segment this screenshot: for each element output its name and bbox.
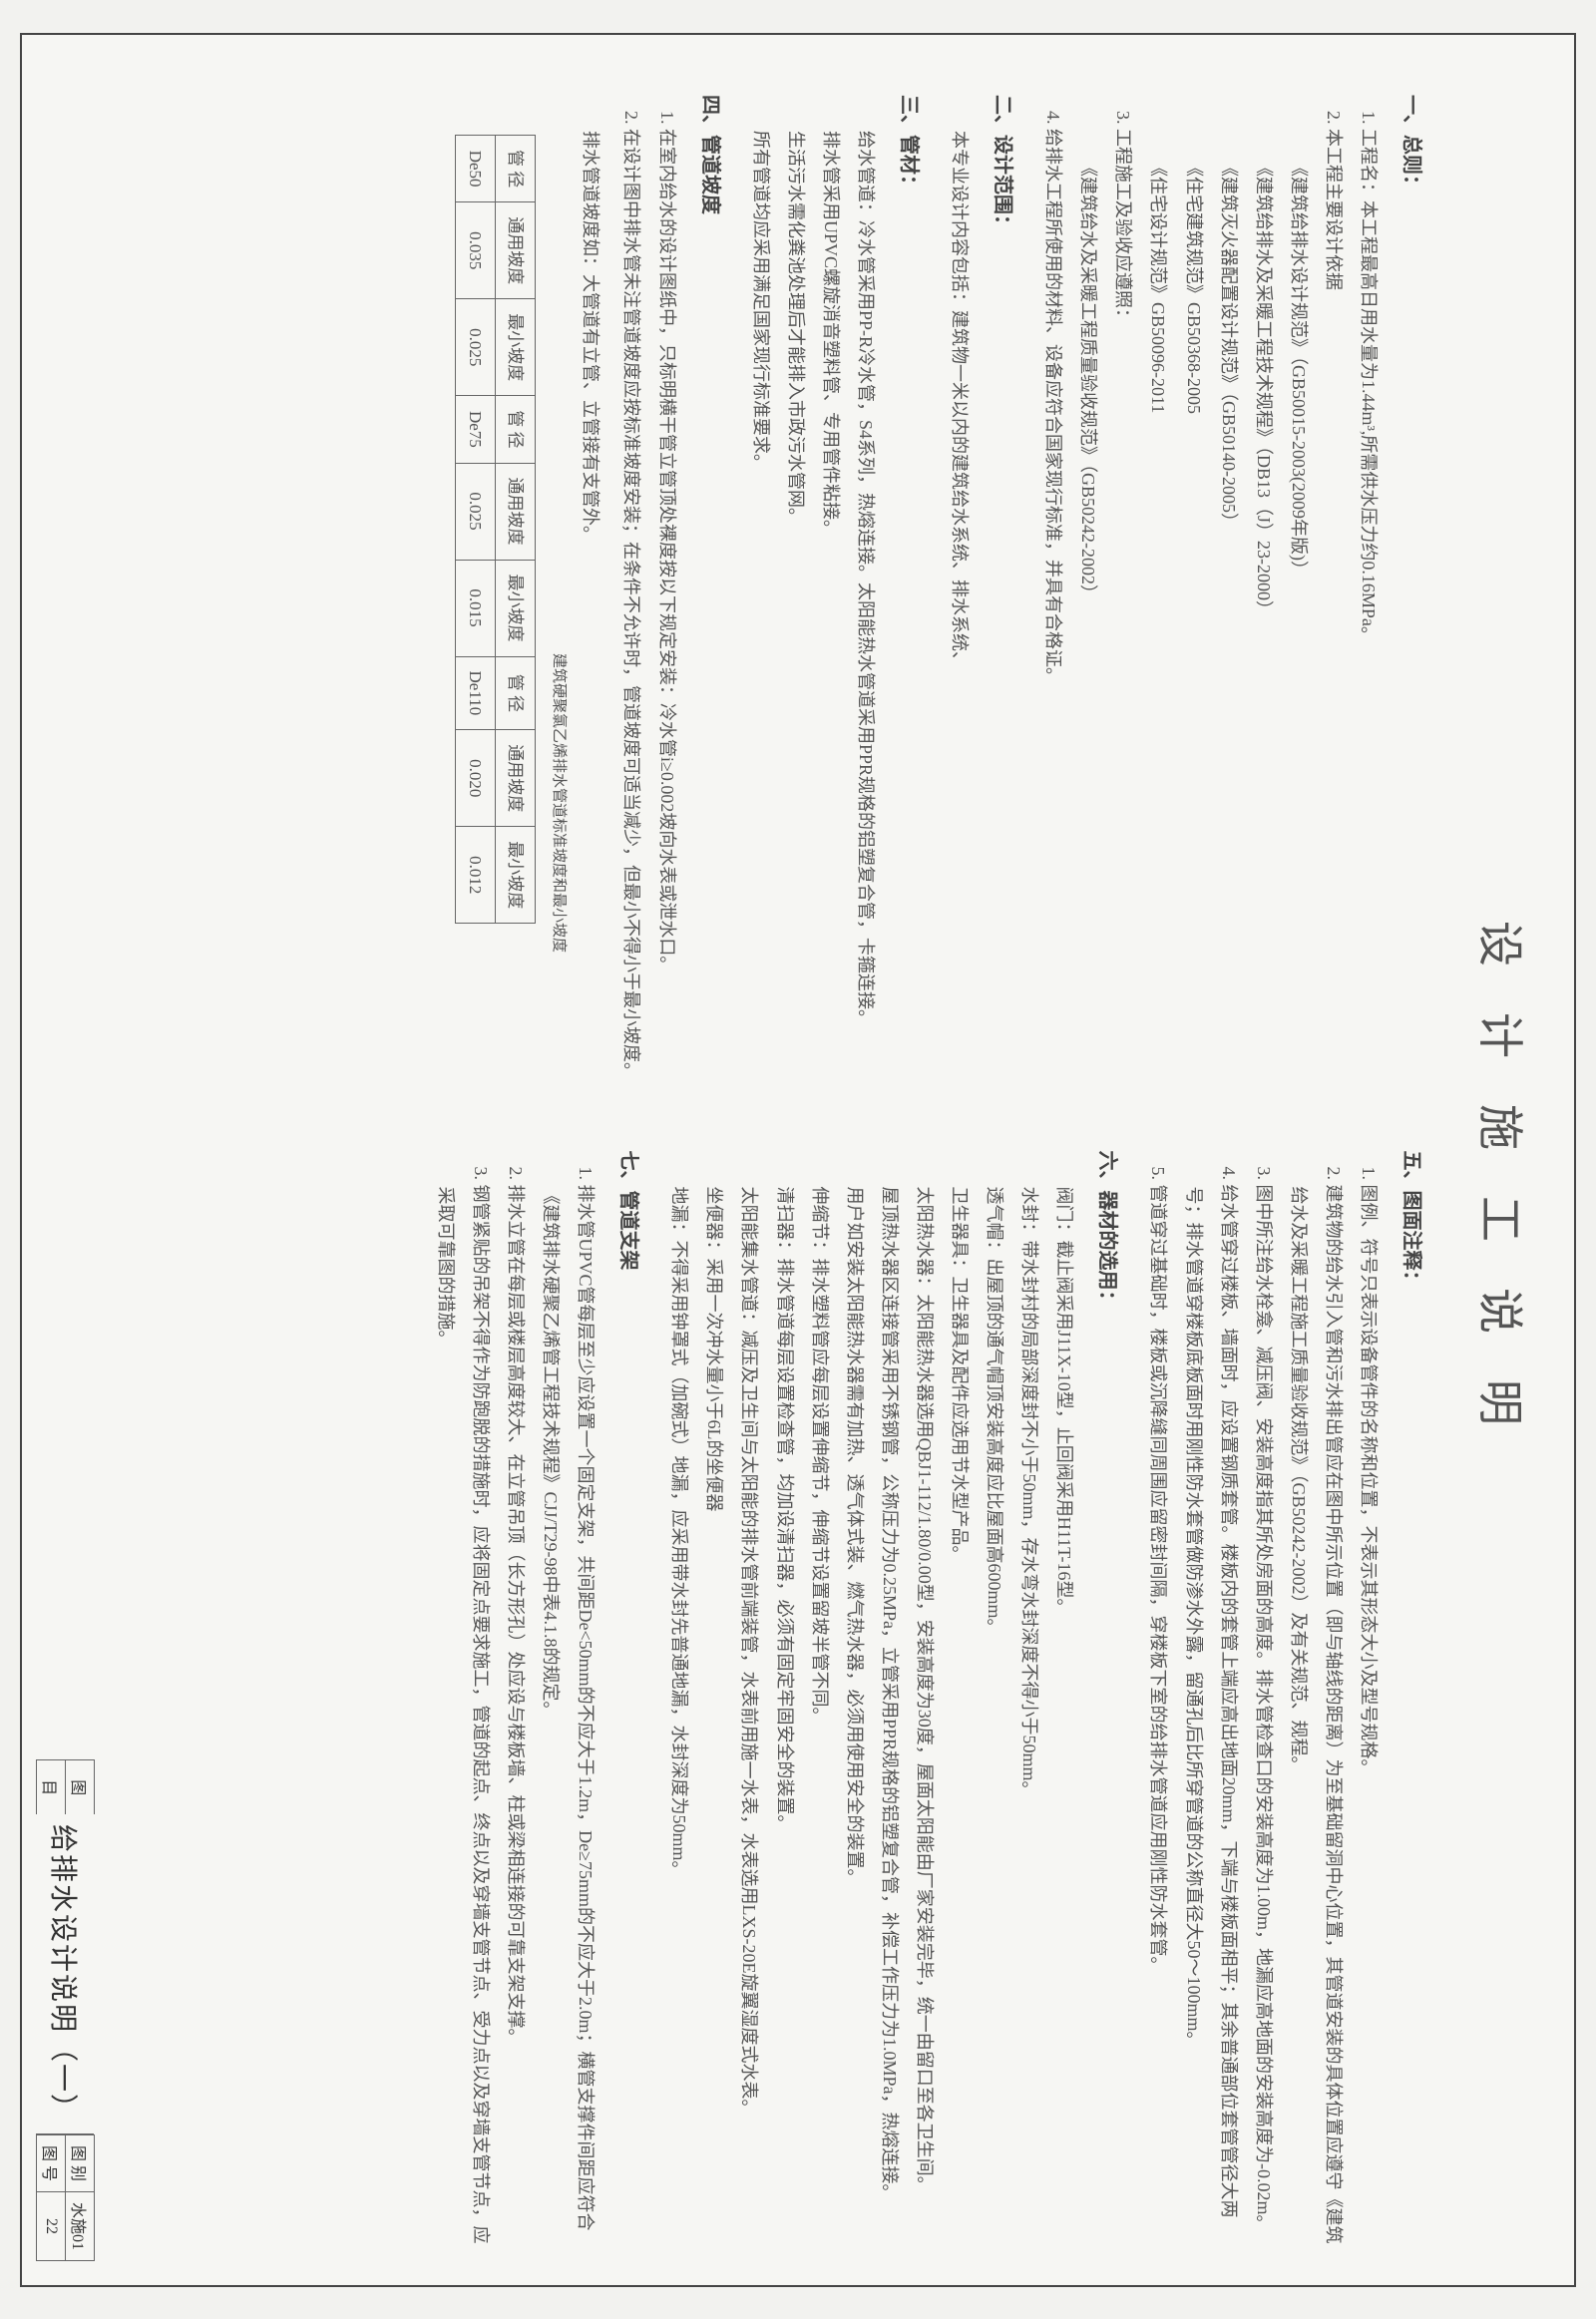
td: 0.020: [455, 729, 495, 826]
section-1-heading: 一、总则：: [1392, 95, 1430, 1090]
th: 管 径: [495, 135, 535, 201]
item-6-12: 地漏：不得采用钟罩式（加碗式）地漏，应采用带水封先普通地漏，水封深度为50mm。: [661, 1150, 696, 2251]
td: De75: [455, 395, 495, 462]
item-1-1: 1. 工程名：本工程最高日用水量为1.44m³,所需供水压力约0.16MPa。: [1351, 95, 1386, 1090]
item-5-4: 4. 给水管穿过楼板、墙面时，应设置钢质套管。楼板内的套管上端应高出地面20mm…: [1175, 1150, 1245, 2251]
item-4-1: 1. 在室内给水的设计图纸中，只标明横干管立管顶处裸度按以下规定安装：冷水管i≥…: [649, 95, 684, 1090]
th: 管 径: [495, 395, 535, 462]
page-title: 设计施工说明: [1470, 95, 1536, 2251]
item-6-10: 太阳能集水管道：减压及卫生间与太阳能的排水管前端装管，水表前用施一水表，水表选用…: [731, 1150, 766, 2251]
table-row: 图 别 水施01: [66, 2134, 95, 2260]
item-6-1: 阀门：截止阀采用J11X-10型，止回阀采用H11T-16型。: [1046, 1150, 1081, 2251]
slope-table: 管 径 通用坡度 最小坡度 管 径 通用坡度 最小坡度 管 径 通用坡度 最小坡…: [455, 135, 536, 924]
th: 最小坡度: [495, 826, 535, 923]
td: 0.035: [455, 201, 495, 298]
column-right: 五、图面注释： 1. 图例、符号只表示设备管件的名称和位置，不表示其形态大小及型…: [118, 1140, 1444, 2251]
td: 0.025: [455, 298, 495, 395]
item-3-4: 所有管道均应采用满足国家现行标准要求。: [743, 95, 778, 1090]
content-columns: 一、总则： 1. 工程名：本工程最高日用水量为1.44m³,所需供水压力约0.1…: [118, 95, 1444, 2251]
ref-1: 《建筑给排水设计规范》（GB50015-2003(2009年版)）: [1281, 95, 1316, 1090]
item-6-11: 坐便器：采用一次冲水量小于6L的坐便器: [696, 1150, 731, 2251]
item-5-2: 2. 建筑物的给水引入管和污水排出管应在图中所示位置（即与轴线的距离）为至基础留…: [1281, 1150, 1351, 2251]
title-block-left: 图 给排水设计说明（一） 目: [36, 1759, 95, 2134]
td: 0.025: [455, 463, 495, 560]
label-tuhao: 图 号: [37, 2134, 66, 2191]
label-tubie: 图 别: [66, 2134, 95, 2191]
item-6-2: 水封：带水封村的局部深度封不小于50mm，存水弯水封深度不得小于50mm。: [1011, 1150, 1046, 2251]
item-3-1: 给水管道：冷水管采用PP-R冷水管，S4系列，热熔连接。太阳能热水管道采用PPR…: [848, 95, 883, 1090]
table-row: 管 径 通用坡度 最小坡度 管 径 通用坡度 最小坡度 管 径 通用坡度 最小坡…: [495, 135, 535, 923]
ref-3: 《建筑灭火器配置设计规范》（GB50140-2005）: [1211, 95, 1246, 1090]
item-1-2: 2. 本工程主要设计依据: [1316, 95, 1351, 1090]
item-6-3: 透气帽：出屋顶的通气帽顶安装高度应比屋面高600mm。: [977, 1150, 1011, 2251]
th: 管 径: [495, 656, 535, 730]
section-3-heading: 三、管材：: [889, 95, 928, 1090]
item-6-5: 太阳热水器：太阳能热水器选用QBJ1-112/1.80/0.00型，安装高度为3…: [907, 1150, 942, 2251]
doc-title: 给排水设计说明（一）: [37, 1813, 95, 2133]
column-left: 一、总则： 1. 工程名：本工程最高日用水量为1.44m³,所需供水压力约0.1…: [118, 95, 1444, 1100]
item-6-4: 卫生器具：卫生器具及配件应选用节水型产品。: [942, 1150, 977, 2251]
item-6-7: 用户如安装太阳能热水器需有加热、透气体式装、燃气热水器，必须用使用安全的装置。: [837, 1150, 872, 2251]
slope-table-note: 建筑硬聚氯乙烯排水管道标准坡度和最小坡度: [544, 95, 573, 1090]
table-row: De50 0.035 0.025 De75 0.025 0.015 De110 …: [455, 135, 495, 923]
item-2-1: 本专业设计内容包括：建筑物一米以内的建筑给水系统、排水系统、: [942, 95, 977, 1090]
td: 0.012: [455, 826, 495, 923]
item-6-8: 伸缩节：排水塑料管应每层设置伸缩节，伸缩节设置留坡半管不同。: [802, 1150, 837, 2251]
item-6-9: 清扫器：排水管道每层设置检查管，均加设清扫器，必须有固定牢固安全的装置。: [767, 1150, 802, 2251]
item-7-2: 2. 排水立管在每层或楼层高度较大、在立管吊顶（长方形孔）处应设与楼板墙、柱或梁…: [498, 1150, 533, 2251]
item-3-2: 排水管采用UPVC螺旋消音塑料管、专用管件粘接。: [813, 95, 848, 1090]
td: De110: [455, 656, 495, 730]
title-block-right: 图 别 水施01 图 号 22: [36, 2133, 95, 2260]
title-block: 图 给排水设计说明（一） 目 图 别 水施01 图 号 22: [36, 1759, 95, 2261]
td: 0.015: [455, 560, 495, 656]
item-1-3a: 《建筑给水及采暖工程质量验收规范》（GB50242-2002）: [1070, 95, 1105, 1090]
label-mu: 目: [37, 1759, 66, 1813]
th: 最小坡度: [495, 560, 535, 656]
label-tu: 图: [66, 1759, 95, 1813]
item-1-3: 3. 工程施工及验收应遵照：: [1105, 95, 1140, 1090]
th: 通用坡度: [495, 729, 535, 826]
section-4-heading: 四、管道坡度: [690, 95, 729, 1090]
item-4-2: 2. 在设计图中排水管未注管道坡度应按标准坡度安装；在条件不允许时，管道坡度可适…: [613, 95, 648, 1090]
section-5-heading: 五、图面注释：: [1392, 1150, 1430, 2251]
table-row: 图 号 22: [37, 2134, 66, 2260]
slope-table-caption: 排水管道坡度如：大管道有立管、立管接有支管外。: [573, 95, 607, 1090]
section-6-heading: 六、器材的选用：: [1087, 1150, 1126, 2251]
item-3-3: 生活污水需化粪池处理后才能排入市政污水管网。: [778, 95, 813, 1090]
item-5-5: 5. 管道穿过基础时，楼板或沉降缝同周围应留密封间隔，穿楼板下室的给排水管道应用…: [1140, 1150, 1175, 2251]
item-5-1: 1. 图例、符号只表示设备管件的名称和位置，不表示其形态大小及型号规格。: [1351, 1150, 1386, 2251]
th: 通用坡度: [495, 201, 535, 298]
section-2-heading: 二、设计范围：: [983, 95, 1021, 1090]
item-7-1: 1. 排水管UPVC管每层至少应设置一个固定支架，共间距De<50mm的不应大于…: [533, 1150, 602, 2251]
section-7-heading: 七、管道支架: [608, 1150, 647, 2251]
item-7-3: 3. 钢管紧贴的吊架不得作为防跑脱的措施时，应将固定点要求施工，管道的起点、终点…: [428, 1150, 498, 2251]
value-tubie: 水施01: [66, 2191, 95, 2260]
ref-5: 《住宅设计规范》GB50096-2011: [1140, 95, 1175, 1090]
ref-2: 《建筑给排水及采暖工程技术规程》（DB13（J）23-2000）: [1246, 95, 1281, 1090]
value-tuhao: 22: [37, 2191, 66, 2260]
th: 通用坡度: [495, 463, 535, 560]
drawing-sheet: 设计施工说明 一、总则： 1. 工程名：本工程最高日用水量为1.44m³,所需供…: [20, 33, 1576, 2287]
th: 最小坡度: [495, 298, 535, 395]
item-1-4: 4. 给排水工程所使用的材料、设备应符合国家现行标准，并具有合格证。: [1035, 95, 1070, 1090]
item-6-6: 屋顶热水器区连接管采用不锈钢管，公称压力为0.25MPa，立管采用PPR规格的铝…: [872, 1150, 907, 2251]
ref-4: 《住宅建筑规范》GB50368-2005: [1175, 95, 1210, 1090]
item-5-3: 3. 图中所注给水栓龛、减压阀、安装高度指其所处房面的高度。排水管检查口的安装高…: [1246, 1150, 1281, 2251]
td: De50: [455, 135, 495, 201]
